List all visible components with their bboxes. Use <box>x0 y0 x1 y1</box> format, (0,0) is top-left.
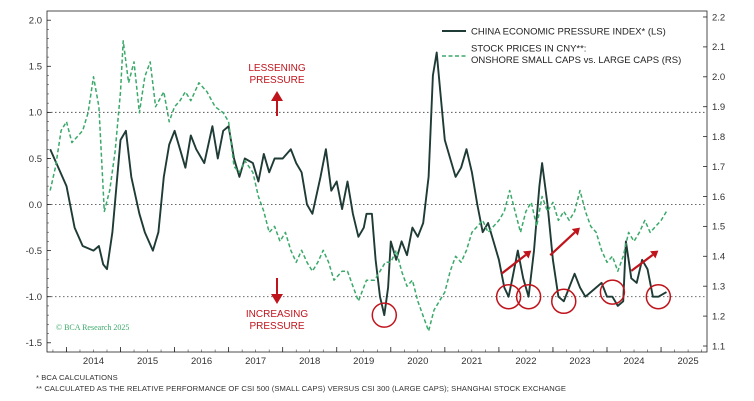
right-tick-label: 1.5 <box>712 222 725 233</box>
lessening-pressure-label: PRESSURE <box>249 75 304 86</box>
x-tick-label: 2016 <box>191 356 212 367</box>
right-tick-label: 1.4 <box>712 252 725 263</box>
right-tick-label: 2.2 <box>712 12 725 23</box>
right-tick-label: 1.1 <box>712 341 725 352</box>
right-tick-label: 1.3 <box>712 281 725 292</box>
left-tick-label: -1.5 <box>26 338 42 349</box>
x-tick-label: 2025 <box>678 356 699 367</box>
plot-frame <box>46 10 708 353</box>
legend: CHINA ECONOMIC PRESSURE INDEX* (LS) STOCK… <box>442 27 681 67</box>
footnote-2: ** CALCULATED AS THE RELATIVE PERFORMANC… <box>36 384 566 393</box>
legend-label-2: STOCK PRICES IN CNY**: ONSHORE SMALL CAPS… <box>471 44 681 67</box>
copyright-text: © BCA Research 2025 <box>56 323 129 332</box>
x-tick-label: 2018 <box>299 356 320 367</box>
right-tick-label: 2.0 <box>712 72 725 83</box>
trend-arrow-head <box>650 250 659 259</box>
trough-circle <box>599 279 626 305</box>
x-axis: 2014 2015 2016 2017 2018 2019 2020 2021 2022 2023… <box>52 347 702 367</box>
trend-arrow-shaft <box>549 231 576 257</box>
series-line-2 <box>49 40 668 332</box>
left-tick-label: 2.0 <box>29 16 42 27</box>
left-tick-label: 0.0 <box>29 200 42 211</box>
legend-label-1: CHINA ECONOMIC PRESSURE INDEX* (LS) <box>471 27 666 38</box>
trough-circle <box>551 288 577 315</box>
x-tick-label: 2024 <box>623 356 644 367</box>
plot-border <box>46 10 708 353</box>
x-tick-label: 2014 <box>83 356 104 367</box>
x-tick-label: 2021 <box>461 356 482 367</box>
x-tick-label: 2020 <box>407 356 428 367</box>
increasing-pressure-label: PRESSURE <box>249 321 304 332</box>
trend-arrow-shaft <box>500 254 527 275</box>
left-tick-label: 0.5 <box>29 154 42 165</box>
up-arrow-head <box>271 91 283 101</box>
lessening-pressure-label: LESSENING <box>248 63 305 74</box>
trough-circle <box>495 283 522 310</box>
x-tick-label: 2015 <box>137 356 158 367</box>
trend-arrow-shaft <box>630 253 654 272</box>
right-tick-label: 1.9 <box>712 102 725 113</box>
trend-arrow-head <box>571 227 580 236</box>
right-tick-label: 1.2 <box>712 311 725 322</box>
right-axis: 2.2 2.1 2.0 1.9 1.8 1.7 1.6 1.5 1.4 1.3 1.2 1.1 <box>703 12 725 352</box>
right-tick-label: 1.7 <box>712 162 725 173</box>
footnote-1: * BCA CALCULATIONS <box>36 373 118 382</box>
left-tick-label: -0.5 <box>26 246 42 257</box>
left-axis: 2.0 1.5 1.0 0.5 0.0 -0.5 -1.0 -1.5 <box>26 16 51 349</box>
left-tick-label: -1.0 <box>26 292 42 303</box>
increasing-pressure-label: INCREASING <box>246 309 308 320</box>
right-tick-label: 2.1 <box>712 42 725 53</box>
trough-circle <box>645 283 672 310</box>
x-tick-label: 2023 <box>569 356 590 367</box>
right-tick-label: 1.8 <box>712 132 725 143</box>
x-tick-label: 2022 <box>515 356 536 367</box>
series-line-1 <box>49 51 667 317</box>
down-arrow-head <box>271 294 283 304</box>
series-lines <box>49 40 668 332</box>
left-tick-label: 1.0 <box>29 108 42 119</box>
x-tick-label: 2017 <box>245 356 266 367</box>
right-tick-label: 1.6 <box>712 192 725 203</box>
trough-circle <box>515 283 542 310</box>
trend-arrow-head <box>523 250 532 259</box>
trough-circle <box>371 302 398 328</box>
left-tick-label: 1.5 <box>29 62 42 73</box>
x-tick-label: 2019 <box>353 356 374 367</box>
